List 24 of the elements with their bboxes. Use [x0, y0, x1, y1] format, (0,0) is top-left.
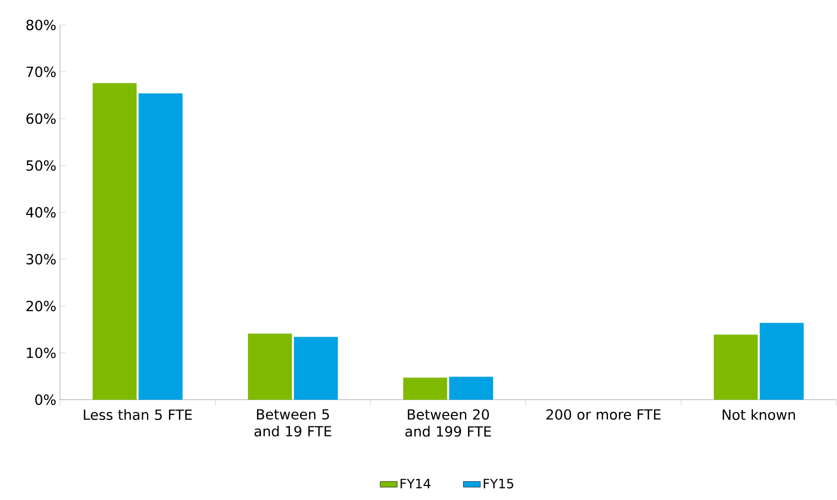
y-tick-label: 0%: [35, 394, 56, 406]
y-tick-label: 70%: [26, 66, 56, 78]
bar: [138, 94, 183, 400]
y-tick-label: 80%: [26, 20, 56, 30]
legend-label: FY14: [400, 479, 430, 488]
legend-label: FY15: [484, 479, 514, 489]
bar: [760, 323, 804, 400]
bar: [714, 334, 758, 400]
bar: [92, 83, 137, 400]
x-tick-label: Between 5 and 19 FTE: [254, 409, 332, 437]
y-tick-label: 20%: [26, 300, 56, 312]
y-tick-label: 40%: [26, 207, 56, 218]
y-tick-label: 60%: [26, 114, 56, 124]
y-tick-label: 10%: [27, 348, 56, 358]
x-tick-label: Less than 5 FTE: [84, 409, 192, 420]
x-tick-label: Between 20 and 199 FTE: [405, 409, 491, 437]
x-tick-label: Not known: [722, 409, 795, 420]
bar: [294, 337, 338, 400]
x-tick-label: 200 or more FTE: [546, 409, 661, 420]
bar: [449, 376, 494, 400]
y-tick-label: 30%: [26, 254, 56, 265]
bar: [248, 334, 292, 400]
y-tick-label: 50%: [26, 160, 56, 171]
bar: [403, 378, 448, 400]
